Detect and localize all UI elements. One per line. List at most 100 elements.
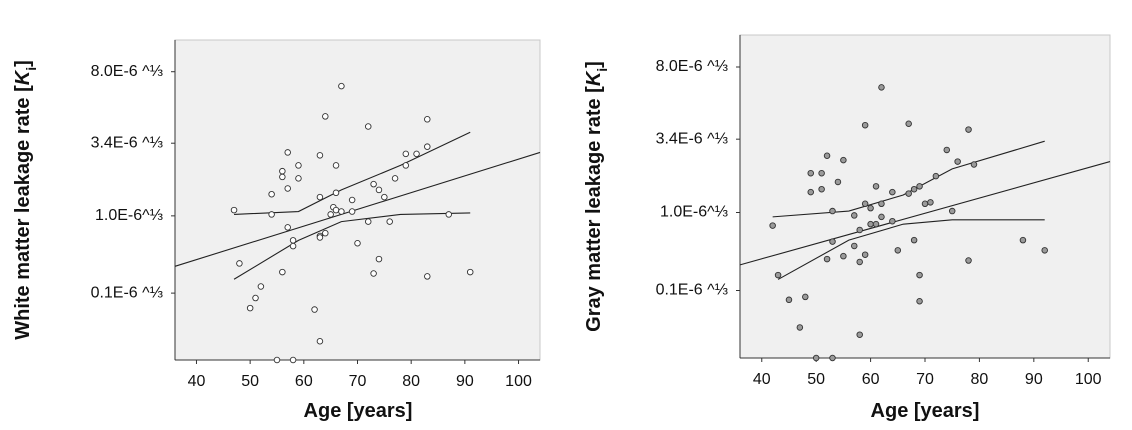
data-point [932, 172, 940, 180]
x-tick-label: 50 [807, 371, 825, 388]
plot-area [174, 39, 541, 361]
data-point [257, 283, 265, 290]
data-point [316, 193, 324, 201]
data-point [332, 189, 340, 197]
data-point [812, 354, 820, 362]
data-point [905, 190, 912, 197]
data-point [1041, 247, 1048, 254]
data-point [894, 247, 902, 254]
x-tick-label: 70 [916, 371, 934, 388]
data-point [424, 273, 431, 280]
data-point [445, 211, 453, 218]
y-axis-title-part: K [583, 70, 605, 86]
y-axis-title-part: i [23, 67, 39, 71]
y-tick-label: 8.0E-6 ^⅓ [656, 58, 728, 75]
y-tick-label: 0.1E-6 ^⅓ [91, 284, 163, 301]
data-point [381, 193, 388, 201]
x-axis-title: Age [years] [871, 400, 980, 422]
data-point [284, 149, 291, 156]
y-tick-label: 1.0E-6^⅓ [95, 207, 163, 224]
x-tick-label: 40 [753, 371, 771, 388]
y-axis-title-part: White matter leakage rate [ [12, 85, 34, 340]
data-point [829, 354, 836, 362]
data-point [807, 188, 814, 196]
data-point [364, 123, 372, 130]
data-point [466, 268, 474, 276]
data-point [424, 143, 431, 150]
data-point [268, 190, 275, 198]
data-point [364, 218, 372, 225]
data-point [311, 306, 318, 313]
data-point [391, 175, 399, 182]
data-point [840, 156, 847, 164]
fit-line [174, 151, 541, 267]
data-point [279, 268, 286, 276]
chart-panel: 40 50 60 70 80 90 100 0.1E-6 ^⅓ 1.0E-6^⅓ 3.4E-6 ^… [12, 39, 541, 422]
data-point [236, 260, 243, 267]
data-point [878, 213, 885, 221]
x-tick-label: 80 [971, 371, 989, 388]
data-point [818, 169, 825, 177]
data-point [316, 234, 324, 241]
data-point [316, 338, 324, 345]
y-axis-title-part: i [594, 68, 610, 72]
data-point [348, 196, 356, 204]
data-point [332, 206, 340, 214]
data-point [279, 167, 286, 175]
data-point [878, 200, 885, 208]
x-tick-label: 100 [505, 373, 532, 390]
confidence-band [772, 140, 1045, 218]
data-point [322, 229, 329, 237]
data-point [889, 217, 896, 225]
data-point [327, 211, 334, 218]
data-point [1019, 236, 1027, 244]
chart-panel: 40 50 60 70 80 90 100 0.1E-6 ^⅓ 1.0E-6^⅓ 3.4E-6 ^… [583, 34, 1111, 422]
y-tick-label: 0.1E-6 ^⅓ [656, 282, 728, 299]
data-point [279, 173, 286, 181]
x-tick-label: 50 [241, 373, 259, 390]
data-point [943, 146, 951, 154]
x-tick-label: 60 [295, 373, 313, 390]
data-point [338, 82, 345, 90]
x-tick-label: 90 [1025, 371, 1043, 388]
data-point [916, 183, 923, 190]
x-tick-label: 70 [349, 373, 367, 390]
data-point [370, 180, 377, 188]
data-point [948, 207, 956, 215]
data-point [796, 324, 804, 331]
data-point [872, 220, 880, 228]
x-tick-label: 90 [456, 373, 474, 390]
data-point [332, 162, 340, 169]
data-point [402, 162, 410, 169]
x-tick-label: 40 [188, 373, 206, 390]
data-point [252, 294, 259, 302]
data-point [861, 200, 869, 208]
data-point [289, 242, 297, 250]
data-point [867, 204, 874, 212]
x-axis-title: Age [years] [304, 400, 413, 422]
data-point [769, 222, 776, 229]
data-point [348, 208, 356, 215]
data-point [289, 237, 297, 244]
y-axis-title: White matter leakage rate [Ki] [12, 60, 38, 340]
data-point [284, 224, 291, 231]
data-point [927, 199, 934, 206]
y-tick-label: 3.4E-6 ^⅓ [91, 134, 163, 151]
data-point [230, 206, 238, 214]
y-axis-title-part: Gray matter leakage rate [ [583, 86, 605, 332]
confidence-band [233, 212, 471, 280]
data-point [375, 186, 383, 194]
y-axis-title-part: ] [12, 60, 34, 67]
data-point [916, 298, 923, 305]
data-point [856, 331, 863, 338]
data-point [856, 226, 863, 234]
y-axis-title-part: ] [583, 61, 605, 68]
x-tick-label: 80 [402, 373, 420, 390]
data-point [851, 212, 858, 219]
x-tick-label: 100 [1075, 371, 1102, 388]
data-point [905, 120, 912, 128]
data-point [386, 218, 393, 225]
y-tick-label: 8.0E-6 ^⅓ [91, 63, 163, 80]
data-point [785, 296, 793, 304]
data-point [375, 255, 383, 263]
